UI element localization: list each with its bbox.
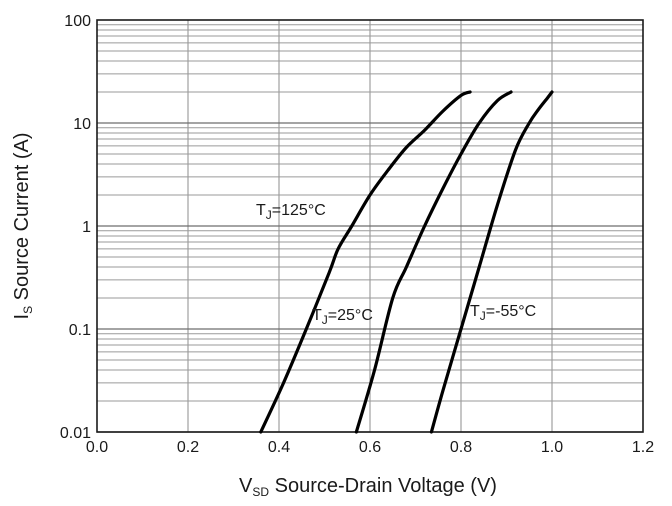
series-label-minus55c: TJ=-55°C — [470, 303, 536, 323]
y-tick-label: 100 — [64, 13, 91, 30]
series-line-1 — [354, 90, 513, 434]
y-tick-label: 0.1 — [69, 322, 91, 339]
y-tick-label: 0.01 — [60, 425, 91, 442]
series-line-2 — [429, 90, 554, 434]
x-tick-label: 1.0 — [541, 439, 563, 456]
y-axis-label-rest: Source Current (A) — [11, 133, 33, 306]
y-axis-label-main: I — [11, 314, 33, 320]
y-axis-label-sub: S — [21, 306, 35, 314]
series-line-0 — [259, 90, 472, 434]
y-tick-label: 1 — [82, 219, 91, 236]
grid — [96, 20, 644, 433]
x-tick-label: 0.4 — [268, 439, 290, 456]
x-axis-label-rest: Source-Drain Voltage (V) — [269, 475, 497, 497]
x-tick-label: 1.2 — [632, 439, 654, 456]
x-axis-label: VSD Source-Drain Voltage (V) — [239, 475, 497, 499]
y-tick-label: 10 — [73, 116, 91, 133]
plot-border — [96, 19, 644, 433]
x-tick-labels: 0.0 0.2 0.4 0.6 0.8 1.0 1.2 — [86, 439, 654, 456]
series-label-125c-main: T — [256, 202, 266, 219]
series-label-125c-sub: J — [266, 208, 272, 222]
series-label-25c-main: T — [312, 307, 322, 324]
y-axis-label: IS Source Current (A) — [11, 133, 35, 320]
plot-frame — [96, 19, 644, 433]
x-axis-label-sub: SD — [252, 485, 269, 499]
x-tick-label: 0.0 — [86, 439, 108, 456]
series-label-minus55c-sub: J — [480, 309, 486, 323]
x-tick-label: 0.6 — [359, 439, 381, 456]
series-label-125c: TJ=125°C — [256, 202, 326, 222]
y-tick-labels: 0.01 0.1 1 10 100 — [60, 13, 91, 442]
series-label-25c-sub: J — [322, 313, 328, 327]
series-label-minus55c-rest: =-55°C — [486, 303, 536, 320]
series-label-25c: TJ=25°C — [312, 307, 373, 327]
series-label-25c-rest: =25°C — [328, 307, 373, 324]
series-lines — [259, 90, 554, 434]
x-tick-label: 0.8 — [450, 439, 472, 456]
x-tick-label: 0.2 — [177, 439, 199, 456]
x-axis-label-main: V — [239, 475, 253, 497]
series-label-minus55c-main: T — [470, 303, 480, 320]
series-label-125c-rest: =125°C — [272, 202, 326, 219]
